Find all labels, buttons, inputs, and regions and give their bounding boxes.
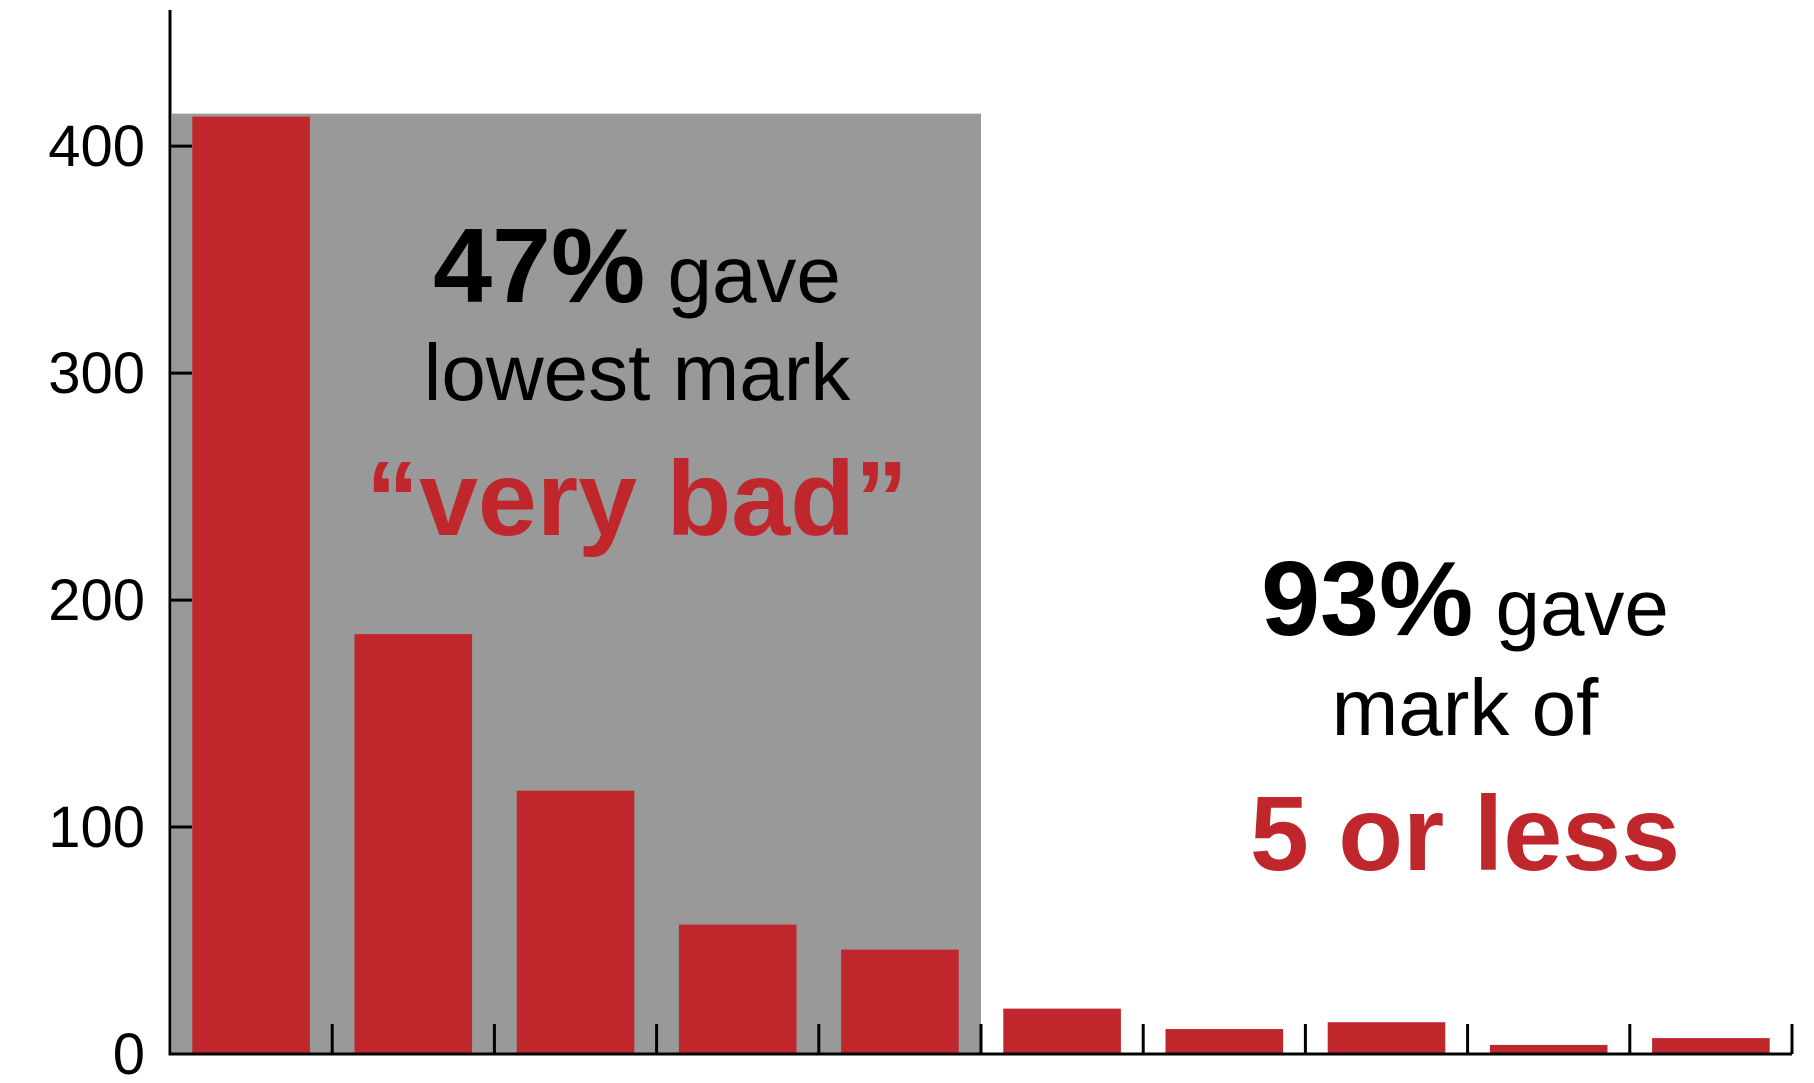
bar-8 (1327, 1022, 1446, 1054)
bar-4 (678, 924, 797, 1054)
y-tick-label-100: 100 (48, 795, 145, 860)
svg-text:93% gave: 93% gave (1261, 540, 1669, 658)
bar-7 (1165, 1029, 1284, 1054)
bars-group (192, 116, 1770, 1055)
left-annotation-line2: lowest mark (424, 328, 852, 417)
right-annotation-percent: 93% (1261, 540, 1473, 658)
axes-group (168, 10, 1794, 1056)
right-annotation: 93% gave mark of 5 or less (1250, 540, 1680, 893)
y-tick-label-200: 200 (48, 568, 145, 633)
left-annotation-gave: gave (645, 230, 841, 319)
bar-2 (354, 634, 473, 1054)
y-tick-label-300: 300 (48, 341, 145, 406)
right-annotation-line2: mark of (1332, 663, 1599, 752)
y-tick-label-0: 0 (113, 1022, 145, 1083)
bar-9 (1489, 1044, 1608, 1054)
left-annotation: 47% gave lowest mark “very bad” (366, 207, 908, 558)
right-annotation-gave: gave (1473, 563, 1669, 652)
left-annotation-emphasis: “very bad” (366, 440, 908, 558)
bar-3 (516, 790, 635, 1054)
y-ticks-group: 0 100 200 300 400 (48, 114, 192, 1083)
svg-text:47% gave: 47% gave (433, 207, 841, 325)
bar-10 (1652, 1038, 1770, 1054)
bar-5 (841, 949, 959, 1054)
left-annotation-percent: 47% (433, 207, 645, 325)
bar-1 (192, 116, 310, 1055)
right-annotation-emphasis: 5 or less (1250, 775, 1680, 893)
y-tick-label-400: 400 (48, 114, 145, 179)
bar-6 (1003, 1008, 1121, 1054)
